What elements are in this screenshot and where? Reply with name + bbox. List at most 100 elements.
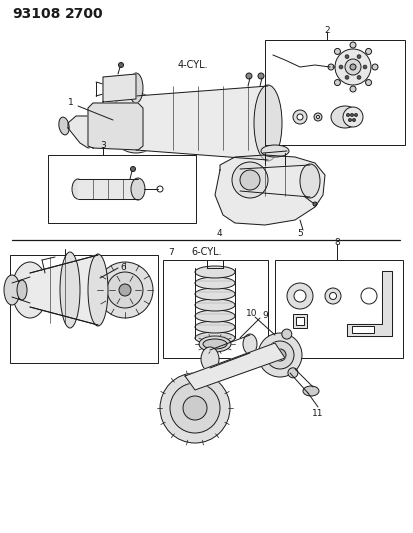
Ellipse shape xyxy=(195,299,235,311)
Polygon shape xyxy=(30,255,98,325)
Circle shape xyxy=(183,396,206,420)
Circle shape xyxy=(371,64,377,70)
Ellipse shape xyxy=(254,85,281,161)
Ellipse shape xyxy=(129,73,142,103)
Circle shape xyxy=(316,116,319,118)
Circle shape xyxy=(231,162,267,198)
Circle shape xyxy=(96,106,104,114)
Ellipse shape xyxy=(195,277,235,289)
Bar xyxy=(292,314,306,328)
Polygon shape xyxy=(136,86,267,160)
Circle shape xyxy=(346,114,349,117)
Circle shape xyxy=(365,49,370,54)
Circle shape xyxy=(118,62,123,68)
Ellipse shape xyxy=(88,254,108,326)
Text: 6: 6 xyxy=(120,262,126,271)
Circle shape xyxy=(349,42,355,48)
Bar xyxy=(163,260,267,358)
Circle shape xyxy=(356,76,360,79)
Ellipse shape xyxy=(260,145,288,157)
Circle shape xyxy=(245,73,252,79)
Circle shape xyxy=(254,357,263,367)
Ellipse shape xyxy=(242,334,256,354)
Bar xyxy=(274,260,402,358)
Ellipse shape xyxy=(131,178,145,200)
Circle shape xyxy=(97,262,153,318)
Circle shape xyxy=(286,283,312,309)
Ellipse shape xyxy=(72,179,84,199)
Circle shape xyxy=(344,59,360,75)
Ellipse shape xyxy=(17,280,27,300)
Circle shape xyxy=(96,137,104,145)
Circle shape xyxy=(313,113,321,121)
Circle shape xyxy=(157,186,163,192)
Ellipse shape xyxy=(195,266,235,278)
Ellipse shape xyxy=(330,106,358,128)
Ellipse shape xyxy=(12,262,48,318)
Circle shape xyxy=(349,86,355,92)
Circle shape xyxy=(273,349,285,361)
Polygon shape xyxy=(185,343,284,390)
Ellipse shape xyxy=(199,336,230,352)
Text: 6-CYL.: 6-CYL. xyxy=(191,247,222,257)
Bar xyxy=(264,40,404,145)
Circle shape xyxy=(281,329,291,339)
Circle shape xyxy=(349,64,355,70)
Ellipse shape xyxy=(195,332,235,344)
Circle shape xyxy=(348,118,351,122)
Circle shape xyxy=(329,293,336,300)
Text: 93108: 93108 xyxy=(12,7,60,21)
Circle shape xyxy=(127,137,135,145)
Text: 3: 3 xyxy=(100,141,106,149)
Polygon shape xyxy=(214,155,324,225)
Circle shape xyxy=(351,118,355,122)
Circle shape xyxy=(338,65,342,69)
Bar xyxy=(295,317,303,325)
Bar xyxy=(10,255,158,363)
Circle shape xyxy=(334,49,339,54)
Circle shape xyxy=(130,166,135,172)
Circle shape xyxy=(296,114,302,120)
Text: 2: 2 xyxy=(323,26,329,35)
Circle shape xyxy=(360,288,376,304)
Ellipse shape xyxy=(60,252,80,328)
Polygon shape xyxy=(78,179,138,199)
Ellipse shape xyxy=(299,164,319,198)
Circle shape xyxy=(257,333,301,377)
Circle shape xyxy=(334,49,370,85)
Text: 2700: 2700 xyxy=(65,7,103,21)
Circle shape xyxy=(170,383,219,433)
Ellipse shape xyxy=(302,386,318,396)
Circle shape xyxy=(312,202,316,206)
Ellipse shape xyxy=(202,339,226,349)
Bar xyxy=(351,326,373,333)
Polygon shape xyxy=(68,116,103,148)
Circle shape xyxy=(362,65,366,69)
Circle shape xyxy=(354,114,357,117)
Circle shape xyxy=(356,55,360,59)
Ellipse shape xyxy=(108,93,164,153)
Circle shape xyxy=(257,73,263,79)
Text: 11: 11 xyxy=(311,408,323,417)
Circle shape xyxy=(344,55,348,59)
Circle shape xyxy=(287,368,297,378)
Ellipse shape xyxy=(201,347,218,371)
Circle shape xyxy=(107,272,142,308)
Circle shape xyxy=(292,110,306,124)
Circle shape xyxy=(350,114,353,117)
Ellipse shape xyxy=(59,117,69,135)
Circle shape xyxy=(119,284,131,296)
Polygon shape xyxy=(103,74,136,102)
Text: 4-CYL.: 4-CYL. xyxy=(178,60,208,70)
Text: 8: 8 xyxy=(333,238,339,246)
Ellipse shape xyxy=(195,288,235,300)
Text: 9: 9 xyxy=(261,311,267,319)
Ellipse shape xyxy=(195,321,235,333)
Ellipse shape xyxy=(4,275,20,305)
Circle shape xyxy=(240,170,259,190)
Ellipse shape xyxy=(195,310,235,322)
Circle shape xyxy=(344,76,348,79)
Circle shape xyxy=(342,107,362,127)
Text: 1: 1 xyxy=(68,98,74,107)
Polygon shape xyxy=(88,103,142,150)
